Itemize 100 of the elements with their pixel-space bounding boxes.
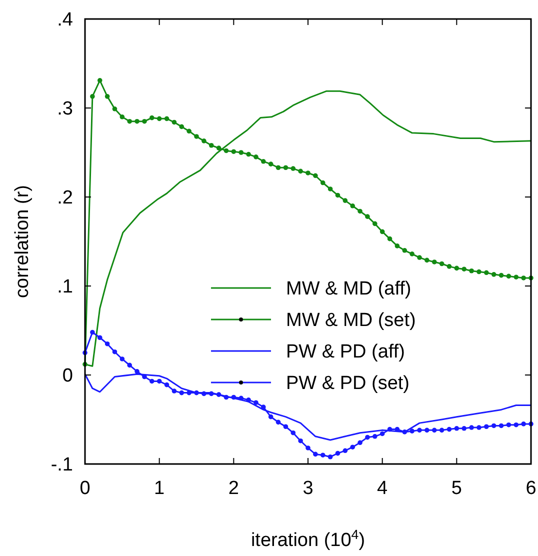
point	[358, 440, 362, 446]
x-tick-label: 0	[80, 478, 90, 499]
point	[417, 255, 422, 260]
y-tick-label: .4	[57, 10, 74, 31]
point	[150, 115, 154, 120]
point	[254, 154, 258, 160]
point	[268, 162, 274, 166]
legend-label: PW & PD (aff)	[286, 342, 405, 363]
point	[514, 422, 519, 428]
point	[402, 430, 408, 434]
point	[432, 260, 437, 264]
point	[335, 192, 340, 198]
point	[372, 434, 378, 439]
point	[313, 173, 318, 178]
point	[328, 186, 333, 192]
point	[454, 426, 460, 431]
y-tick-label: 0	[62, 366, 73, 387]
y-tick-label: .2	[57, 188, 73, 209]
point	[432, 428, 437, 433]
point	[350, 444, 355, 450]
point	[469, 425, 474, 430]
point	[246, 398, 251, 402]
point	[238, 150, 244, 155]
point	[476, 269, 482, 274]
point	[120, 114, 125, 120]
point	[224, 148, 229, 154]
point	[290, 430, 296, 436]
point	[261, 404, 266, 410]
point	[127, 362, 132, 368]
point	[97, 335, 102, 340]
point	[335, 450, 340, 456]
point	[164, 116, 170, 122]
point	[216, 392, 222, 397]
legend-label: MW & MD (aff)	[286, 278, 412, 300]
point	[104, 341, 110, 346]
x-tick-label: 1	[154, 478, 165, 499]
point	[358, 208, 362, 214]
point	[446, 426, 452, 432]
legend-label: PW & PD (set)	[286, 373, 410, 394]
point	[402, 248, 408, 253]
point	[320, 452, 326, 458]
point	[350, 204, 355, 208]
point	[164, 382, 170, 388]
x-tick-label: 3	[302, 478, 314, 499]
point	[90, 94, 95, 99]
point	[380, 229, 385, 234]
point	[231, 394, 236, 400]
x-tick-label: 4	[377, 478, 388, 499]
point	[112, 349, 118, 354]
point	[194, 134, 199, 139]
point	[283, 424, 288, 430]
point	[506, 274, 512, 279]
point	[342, 448, 348, 454]
y-tick-label: -.1	[50, 454, 73, 476]
point	[342, 198, 348, 203]
point	[231, 149, 236, 154]
point	[290, 166, 296, 171]
point	[172, 388, 177, 394]
x-tick-label: 5	[451, 478, 462, 499]
point	[202, 138, 206, 144]
point	[298, 438, 303, 444]
y-tick-label: .3	[57, 98, 73, 120]
point	[150, 378, 154, 384]
point	[521, 276, 526, 280]
point	[394, 244, 400, 248]
point	[439, 428, 444, 433]
x-axis-title: iteration (10$^{4}$)	[250, 526, 366, 551]
point	[498, 272, 504, 278]
point	[298, 168, 303, 174]
point	[186, 128, 192, 134]
point	[194, 390, 199, 396]
point	[387, 236, 392, 242]
point	[387, 426, 392, 432]
point	[156, 378, 162, 384]
point	[365, 434, 370, 440]
point	[417, 428, 422, 433]
point	[142, 118, 147, 124]
point	[446, 264, 452, 269]
point	[238, 396, 244, 401]
legend-label: MW & MD (set)	[286, 310, 416, 332]
point	[156, 116, 162, 122]
point	[462, 266, 466, 272]
point	[410, 252, 414, 256]
point	[380, 431, 385, 436]
x-tick-label: 6	[526, 478, 536, 499]
point	[424, 258, 430, 263]
point	[112, 106, 118, 112]
point	[506, 422, 512, 428]
point	[120, 356, 125, 362]
point	[424, 428, 430, 433]
x-tick-label: 2	[228, 478, 239, 499]
point	[454, 266, 460, 271]
point	[498, 423, 504, 428]
point	[216, 146, 222, 150]
point	[491, 272, 496, 277]
point	[224, 394, 229, 400]
point	[208, 391, 214, 396]
point	[372, 221, 378, 226]
point	[179, 124, 184, 130]
point	[261, 159, 266, 164]
